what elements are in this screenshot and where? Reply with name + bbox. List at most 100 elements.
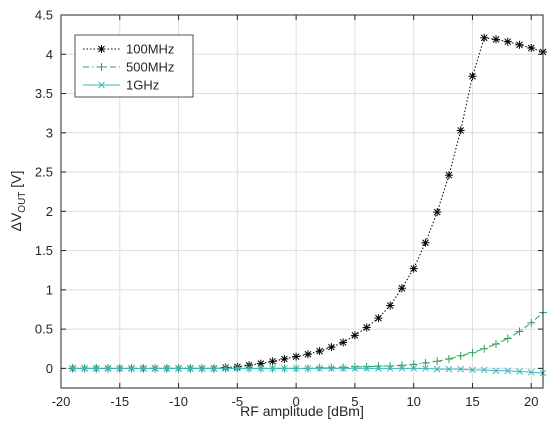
- data-point: [409, 360, 418, 369]
- data-point: [362, 362, 371, 371]
- x-tick-label: 0: [293, 394, 300, 409]
- legend-entry: 1GHz: [83, 78, 159, 93]
- legend-marker: [97, 45, 106, 53]
- data-point: [445, 365, 453, 373]
- data-point: [328, 365, 335, 372]
- data-point: [468, 72, 477, 81]
- data-point: [350, 331, 359, 340]
- y-tick-label: 0.5: [35, 322, 53, 337]
- data-point: [421, 358, 430, 367]
- data-point: [491, 35, 500, 44]
- data-point: [339, 363, 348, 372]
- axis-ticks: -20 -15 -10 -5 0 5 10 15 20 0 0.5 1 1.5 2 2.5 3 3.5 4 4.5: [35, 8, 543, 409]
- data-point: [363, 365, 371, 372]
- data-point: [516, 368, 523, 375]
- data-point: [374, 314, 383, 323]
- x-tick-label: -10: [169, 394, 188, 409]
- legend-box: [74, 34, 194, 98]
- data-point: [362, 323, 371, 332]
- data-point: [468, 348, 477, 357]
- y-tick-label: 3: [46, 125, 53, 140]
- x-tick-label: -20: [52, 394, 71, 409]
- y-axis-label: ΔVOUT [V]: [8, 171, 28, 232]
- y-tick-label: 1: [46, 282, 53, 297]
- data-point: [444, 354, 453, 363]
- data-point: [480, 366, 488, 374]
- data-point: [316, 365, 323, 372]
- data-point: [350, 362, 359, 371]
- data-point: [503, 334, 512, 343]
- y-tick-label: 2.5: [35, 165, 53, 180]
- legend-label: 500MHz: [126, 60, 174, 75]
- data-point: [163, 365, 171, 372]
- data-point: [116, 365, 124, 372]
- y-axis-label-prefix: ΔV: [8, 212, 24, 231]
- series-1ghz: [69, 365, 547, 377]
- x-tick-label: -5: [232, 394, 244, 409]
- data-point: [92, 365, 100, 372]
- x-tick-label: 10: [406, 394, 420, 409]
- data-point: [503, 37, 512, 46]
- data-point: [527, 318, 536, 327]
- y-axis-label-suffix: [V]: [8, 171, 24, 192]
- data-point: [233, 365, 241, 372]
- x-tick-label: 20: [524, 394, 538, 409]
- data-point: [456, 351, 465, 360]
- x-tick-label: 15: [465, 394, 479, 409]
- data-point: [81, 365, 88, 372]
- data-point: [222, 365, 229, 372]
- series-layer: [68, 33, 547, 377]
- data-point: [515, 327, 524, 336]
- y-tick-label: 4: [46, 47, 53, 62]
- data-point: [303, 350, 312, 359]
- data-point: [480, 344, 489, 353]
- data-point: [433, 365, 441, 373]
- data-point: [198, 365, 206, 372]
- x-tick-label: -15: [110, 394, 129, 409]
- data-point: [386, 301, 395, 310]
- plot-frame: [60, 14, 544, 389]
- data-point: [139, 365, 147, 372]
- data-point: [315, 347, 324, 356]
- data-point: [397, 284, 406, 293]
- data-point: [151, 365, 159, 372]
- data-point: [444, 171, 453, 180]
- legend-marker: [98, 81, 105, 89]
- y-tick-label: 3.5: [35, 86, 53, 101]
- data-point: [210, 365, 218, 372]
- y-tick-label: 0: [46, 361, 53, 376]
- data-point: [422, 365, 429, 372]
- legend-marker: [97, 63, 106, 71]
- legend-entry: 500MHz: [83, 60, 174, 75]
- data-point: [457, 365, 465, 373]
- y-tick-label: 4.5: [35, 8, 53, 23]
- data-point: [527, 43, 536, 52]
- data-point: [527, 368, 535, 376]
- data-point: [304, 365, 312, 372]
- legend: 100MHz 500MHz 1GHz: [74, 34, 194, 98]
- legend-entry: 100MHz: [83, 42, 174, 57]
- data-point: [245, 365, 253, 372]
- data-point: [515, 40, 524, 49]
- data-point: [280, 354, 289, 363]
- data-point: [433, 357, 442, 366]
- data-point: [339, 338, 348, 347]
- data-point: [327, 343, 336, 352]
- x-tick-label: 5: [351, 394, 358, 409]
- data-point: [104, 365, 112, 372]
- data-point: [268, 357, 277, 366]
- x-axis-label: RF amplitude [dBm]: [240, 403, 364, 419]
- data-point: [292, 365, 300, 372]
- legend-label: 100MHz: [126, 42, 174, 57]
- data-point: [281, 365, 288, 372]
- data-point: [386, 365, 394, 372]
- data-point: [339, 365, 347, 372]
- data-point: [398, 365, 406, 372]
- data-point: [492, 367, 500, 375]
- data-point: [315, 363, 324, 372]
- data-point: [409, 264, 418, 273]
- data-point: [433, 208, 442, 217]
- data-point: [292, 352, 301, 361]
- y-axis-label-subscript: OUT: [17, 192, 28, 213]
